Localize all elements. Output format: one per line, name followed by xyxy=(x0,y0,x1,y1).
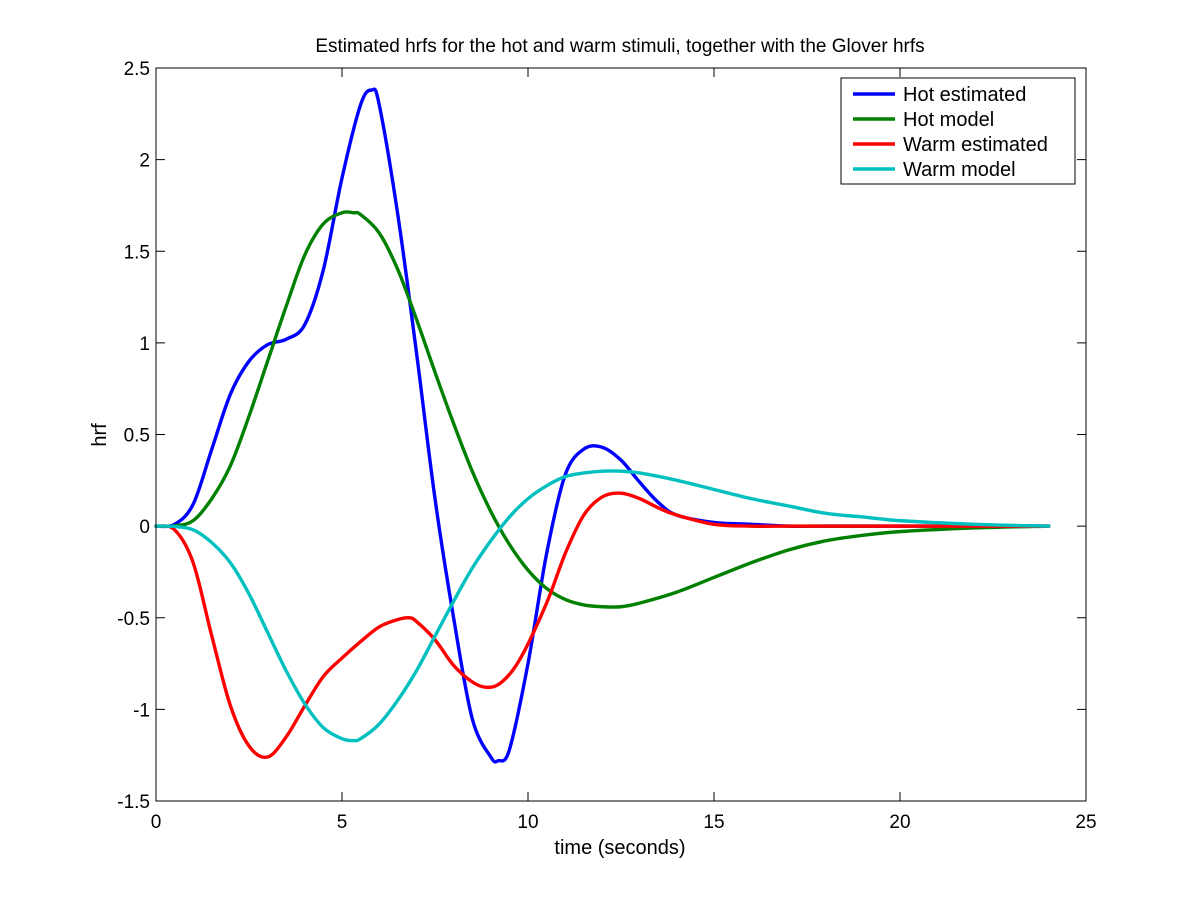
legend-label-hot-estimated: Hot estimated xyxy=(903,84,1026,106)
x-tick-label: 25 xyxy=(1075,812,1096,833)
plot-frame xyxy=(155,67,1087,802)
x-tick-label: 5 xyxy=(337,812,348,833)
series-line-warm-estimated xyxy=(154,491,1051,760)
x-tick-label: 20 xyxy=(889,812,910,833)
legend-label-hot-model: Hot model xyxy=(903,109,994,131)
series-layer xyxy=(154,87,1051,764)
legend-label-warm-model: Warm model xyxy=(903,159,1016,181)
x-tick-label: 10 xyxy=(517,812,538,833)
y-tick-label: 1 xyxy=(139,334,150,355)
y-tick-label: -1 xyxy=(133,700,150,721)
series-line-hot-model xyxy=(154,210,1051,609)
y-tick-label: 0.5 xyxy=(124,426,150,447)
legend-label-warm-estimated: Warm estimated xyxy=(903,134,1048,156)
series-line-warm-model xyxy=(154,469,1051,743)
x-tick-label: 0 xyxy=(151,812,162,833)
x-tick-label: 15 xyxy=(703,812,724,833)
y-tick-label: -0.5 xyxy=(117,609,150,630)
chart-title: Estimated hrfs for the hot and warm stim… xyxy=(315,36,924,57)
y-tick-label: 1.5 xyxy=(124,242,150,263)
y-axis-label: hrf xyxy=(89,423,111,447)
x-axis-label: time (seconds) xyxy=(554,837,685,859)
legend: Hot estimated Hot model Warm estimated Warm… xyxy=(840,77,1076,185)
axes: 0 5 10 15 20 25 -1.5 -1 -0.5 0 0.5 1 1.5 2 2.5 xyxy=(117,59,1096,833)
y-tick-label: 2.5 xyxy=(124,59,150,80)
y-tick-label: 0 xyxy=(139,517,150,538)
y-tick-label: 2 xyxy=(139,151,150,172)
y-tick-label: -1.5 xyxy=(117,792,150,813)
